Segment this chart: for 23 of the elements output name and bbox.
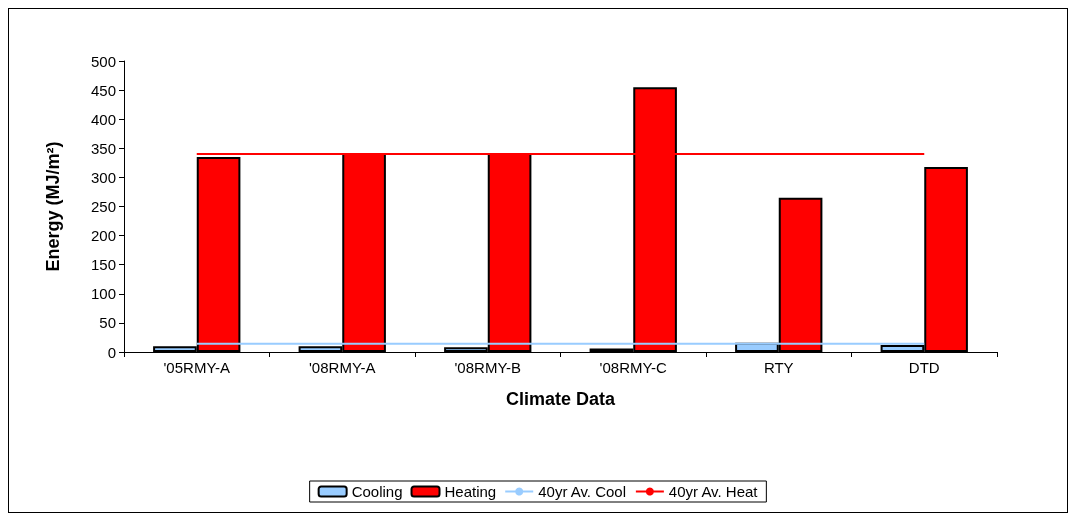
x-tick-label: '08RMY-C	[599, 359, 668, 376]
x-axis-title: Climate Data	[505, 389, 616, 409]
y-tick-label: 350	[90, 139, 116, 157]
x-tick-label: RTY	[763, 359, 794, 376]
x-tick-label: '05RMY-A	[163, 359, 231, 376]
y-tick-label: 150	[90, 256, 116, 274]
y-axis-title: Energy (MJ/m²)	[43, 141, 63, 272]
x-tick-label: '08RMY-B	[454, 359, 522, 376]
y-tick-label: 500	[90, 52, 116, 70]
y-tick-label: 300	[90, 168, 116, 186]
y-tick-label: 200	[90, 227, 116, 245]
legend-label: Cooling	[351, 483, 403, 500]
x-tick-label: '08RMY-A	[308, 359, 376, 376]
y-tick-label: 400	[90, 110, 116, 128]
y-tick-label: 100	[90, 285, 116, 303]
y-tick-label: 250	[90, 198, 116, 215]
y-tick-label: 50	[99, 314, 116, 332]
legend-label: 40yr Av. Heat	[668, 483, 759, 500]
y-tick-label: 0	[107, 343, 116, 361]
legend-label: 40yr Av. Cool	[538, 483, 627, 500]
legend-label: Heating	[444, 483, 497, 500]
x-tick-label: DTD	[908, 359, 940, 376]
y-tick-label: 450	[90, 81, 116, 99]
